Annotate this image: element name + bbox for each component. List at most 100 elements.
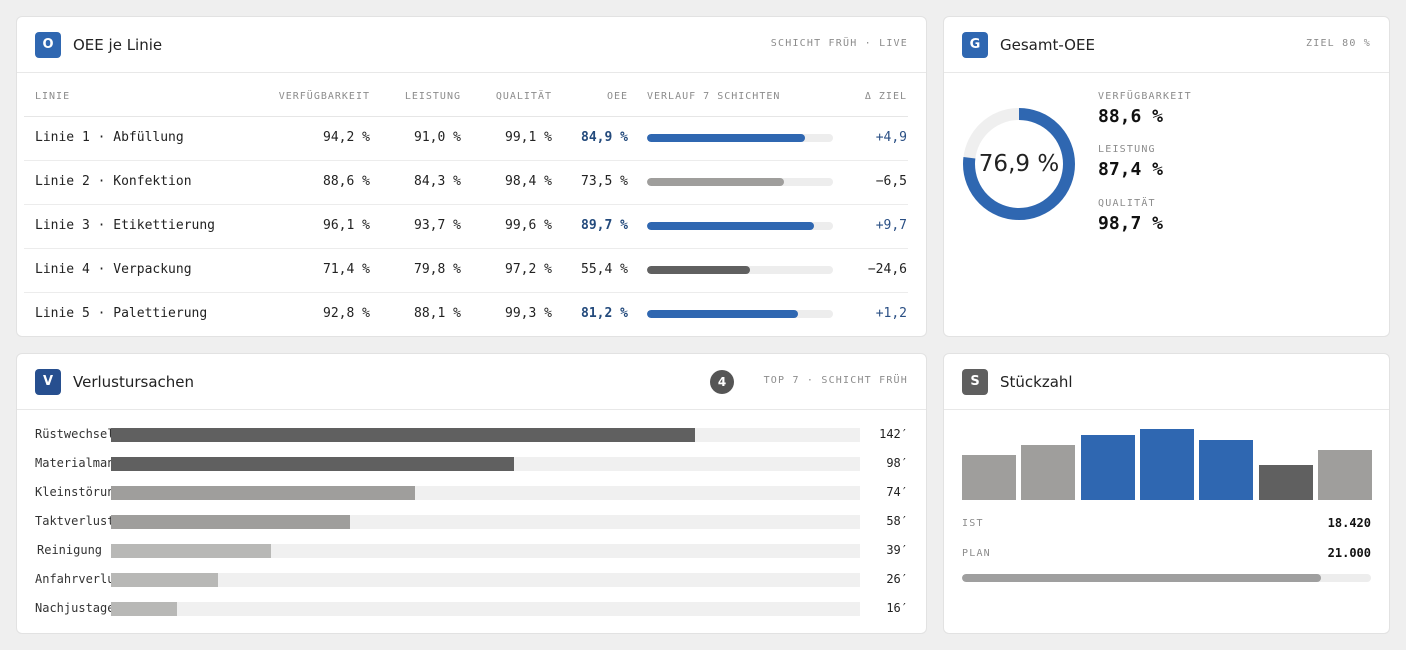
piece-count-bar bbox=[1080, 435, 1135, 500]
verf-value: 71,4 % bbox=[323, 262, 370, 277]
oee-card-header: O OEE je Linie SCHICHT FRÜH · LIVE bbox=[17, 17, 926, 73]
loss-bar bbox=[111, 602, 860, 616]
stueck-card-title: Stückzahl bbox=[1000, 372, 1073, 391]
oee-table-header: LINIE VERFÜGBARKEIT LEISTUNG QUALITÄT OE… bbox=[24, 87, 908, 117]
verlust-card-title: Verlustursachen bbox=[73, 372, 195, 391]
line-name: Linie 5 · Palettierung bbox=[35, 306, 208, 321]
qual-value: 99,1 % bbox=[505, 130, 552, 145]
piece-count-bar bbox=[1139, 429, 1194, 500]
trend-bar bbox=[647, 134, 833, 142]
trend-bar bbox=[647, 178, 833, 186]
loss-value: 74′ bbox=[886, 485, 908, 499]
delta-value: −24,6 bbox=[867, 262, 907, 277]
delta-value: +4,9 bbox=[875, 130, 907, 145]
loss-bar bbox=[111, 515, 860, 529]
table-row[interactable]: Linie 3 · Etikettierung 96,1 % 93,7 % 99… bbox=[24, 205, 908, 249]
oee-card-meta: SCHICHT FRÜH · LIVE bbox=[770, 38, 908, 49]
trend-bar-fill bbox=[647, 178, 784, 186]
leis-value: 84,3 % bbox=[414, 174, 461, 189]
table-row[interactable]: Linie 1 · Abfüllung 94,2 % 91,0 % 99,1 %… bbox=[24, 117, 908, 161]
qual-value: 98,4 % bbox=[505, 174, 552, 189]
oee-value: 89,7 % bbox=[581, 218, 628, 233]
plan-label: PLAN bbox=[962, 548, 991, 559]
gesamt-card-header: G Gesamt-OEE ZIEL 80 % bbox=[944, 17, 1389, 73]
loss-bar-fill bbox=[111, 573, 218, 587]
stueck-card-badge: S bbox=[962, 368, 988, 395]
oee-value: 81,2 % bbox=[581, 306, 628, 321]
loss-label: Nachjustage bbox=[35, 601, 111, 615]
loss-value: 39′ bbox=[886, 543, 908, 557]
stueck-card-header: S Stückzahl bbox=[944, 354, 1389, 410]
loss-bar bbox=[111, 428, 860, 442]
loss-value: 26′ bbox=[886, 572, 908, 586]
trend-bar-fill bbox=[647, 310, 799, 318]
list-item[interactable]: Anfahrverluste 26′ bbox=[35, 572, 908, 588]
loss-label: Materialmangel bbox=[35, 456, 111, 470]
delta-value: +1,2 bbox=[875, 306, 907, 321]
col-delta: Δ ZIEL bbox=[864, 91, 907, 102]
ist-label: IST bbox=[962, 518, 984, 529]
verf-value: 96,1 % bbox=[323, 218, 370, 233]
leis-value: 91,0 % bbox=[414, 130, 461, 145]
col-qualitaet: QUALITÄT bbox=[495, 91, 552, 102]
trend-bar-fill bbox=[647, 266, 751, 274]
verlust-card-meta: TOP 7 · SCHICHT FRÜH bbox=[763, 375, 908, 386]
loss-value: 142′ bbox=[879, 427, 908, 441]
col-verlauf: VERLAUF 7 SCHICHTEN bbox=[647, 91, 781, 102]
list-item[interactable]: Taktverlust 58′ bbox=[35, 514, 908, 530]
kpi-value: 87,4 % bbox=[1098, 159, 1164, 180]
loss-label: Rüstwechsel bbox=[35, 427, 111, 441]
kpi-verfuegbarkeit: VERFÜGBARKEIT 88,6 % bbox=[1098, 91, 1192, 127]
piece-count-card: S Stückzahl IST 18.420 PLAN 21.000 bbox=[943, 353, 1390, 634]
kpi-qualitaet: QUALITÄT 98,7 % bbox=[1098, 198, 1163, 234]
list-item[interactable]: Nachjustage 16′ bbox=[35, 601, 908, 617]
donut-value: 76,9 % bbox=[978, 151, 1060, 177]
col-leistung: LEISTUNG bbox=[404, 91, 461, 102]
loss-label: Reinigung bbox=[37, 543, 103, 557]
plan-progress-fill bbox=[962, 574, 1321, 582]
table-row[interactable]: Linie 4 · Verpackung 71,4 % 79,8 % 97,2 … bbox=[24, 249, 908, 293]
line-name: Linie 3 · Etikettierung bbox=[35, 218, 216, 233]
verf-value: 92,8 % bbox=[323, 306, 370, 321]
kpi-label: LEISTUNG bbox=[1098, 144, 1156, 155]
leis-value: 88,1 % bbox=[414, 306, 461, 321]
piece-count-bar bbox=[1021, 445, 1076, 500]
loss-label: Anfahrverluste bbox=[35, 572, 111, 586]
list-item[interactable]: Reinigung 39′ bbox=[35, 543, 908, 559]
leis-value: 79,8 % bbox=[414, 262, 461, 277]
donut-arc bbox=[963, 108, 1075, 220]
gesamt-card-title: Gesamt-OEE bbox=[1000, 35, 1095, 54]
kpi-label: VERFÜGBARKEIT bbox=[1098, 91, 1192, 102]
table-row[interactable]: Linie 2 · Konfektion 88,6 % 84,3 % 98,4 … bbox=[24, 161, 908, 205]
list-item[interactable]: Materialmangel 98′ bbox=[35, 456, 908, 472]
verf-value: 88,6 % bbox=[323, 174, 370, 189]
kpi-leistung: LEISTUNG 87,4 % bbox=[1098, 144, 1163, 180]
loss-value: 16′ bbox=[886, 601, 908, 615]
loss-label: Taktverlust bbox=[35, 514, 111, 528]
oee-value: 55,4 % bbox=[581, 262, 628, 277]
trend-bar bbox=[647, 310, 833, 318]
loss-bar bbox=[111, 457, 860, 471]
oee-donut-chart bbox=[963, 108, 1075, 220]
overall-oee-card: G Gesamt-OEE ZIEL 80 % 76,9 % VERFÜGBARK… bbox=[943, 16, 1390, 337]
table-row[interactable]: Linie 5 · Palettierung 92,8 % 88,1 % 99,… bbox=[24, 293, 908, 336]
delta-value: −6,5 bbox=[875, 174, 907, 189]
leis-value: 93,7 % bbox=[414, 218, 461, 233]
loss-bar-fill bbox=[111, 457, 515, 471]
list-item[interactable]: Rüstwechsel 142′ bbox=[35, 427, 908, 443]
gesamt-card-badge: G bbox=[962, 31, 988, 58]
trend-bar-fill bbox=[647, 134, 805, 142]
qual-value: 99,6 % bbox=[505, 218, 552, 233]
piece-count-bar bbox=[1317, 449, 1372, 500]
list-item[interactable]: Kleinstörungen 74′ bbox=[35, 485, 908, 501]
oee-card-badge: O bbox=[35, 31, 61, 58]
ist-value: 18.420 bbox=[1327, 516, 1371, 530]
col-linie: LINIE bbox=[35, 91, 71, 102]
trend-bar-fill bbox=[647, 222, 814, 230]
piece-count-bar bbox=[1258, 464, 1313, 500]
piece-count-bar bbox=[1199, 440, 1254, 500]
loss-causes-card: V Verlustursachen 4 TOP 7 · SCHICHT FRÜH… bbox=[16, 353, 927, 634]
verlust-card-header: V Verlustursachen 4 TOP 7 · SCHICHT FRÜH bbox=[17, 354, 926, 410]
verf-value: 94,2 % bbox=[323, 130, 370, 145]
loss-bar bbox=[111, 573, 860, 587]
